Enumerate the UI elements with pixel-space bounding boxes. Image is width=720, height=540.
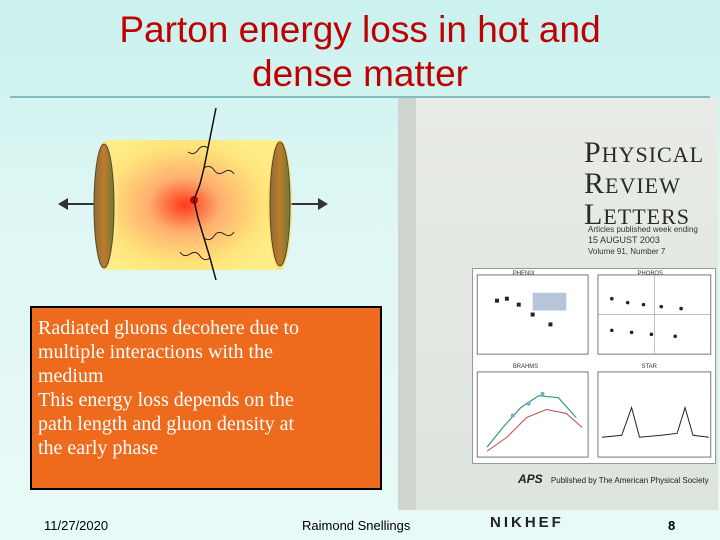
hot-medium	[106, 140, 280, 270]
radiated-gluon-1	[203, 165, 235, 175]
nucleus-left	[93, 143, 115, 269]
panel-label-phenix: PHENIX	[513, 271, 535, 277]
explanation-line: This energy loss depends on the	[38, 389, 294, 411]
explanation-line: the early phase	[38, 437, 158, 459]
panel-brahms	[476, 371, 589, 458]
title-divider	[10, 96, 710, 98]
slide-title-line-1: Parton energy loss in hot and	[119, 9, 601, 50]
footer-date: 11/27/2020	[44, 518, 109, 533]
panel-label-star: STAR	[642, 364, 657, 370]
nikhef-logo: NIKHEF	[490, 514, 564, 531]
beam-axis-left	[68, 203, 108, 205]
journal-cover-image: PHYSICAL REVIEW LETTERS Articles publish…	[398, 98, 718, 510]
cover-figure-panels: PHENIX PHOBOS BRAHMS STAR	[472, 268, 716, 464]
beam-arrow-right-icon	[318, 198, 328, 210]
parton-energy-loss-diagram	[58, 107, 328, 281]
panel-brahms-curve	[486, 395, 577, 448]
panel-phenix-points	[495, 296, 553, 327]
panel-star	[597, 371, 712, 458]
footer-author: Raimond Snellings	[302, 518, 411, 533]
journal-title: PHYSICAL REVIEW LETTERS	[584, 136, 705, 231]
panel-label-brahms: BRAHMS	[513, 364, 538, 370]
journal-publisher: APS Published by The American Physical S…	[518, 472, 709, 486]
explanation-line: medium	[38, 365, 104, 387]
parton-jet-up	[193, 107, 217, 201]
panel-phenix-band	[532, 292, 567, 311]
explanation-line: path length and gluon density at	[38, 413, 295, 435]
panel-star-curve	[601, 405, 709, 438]
explanation-line: multiple interactions with the	[38, 341, 273, 363]
aps-logo: APS	[518, 472, 543, 486]
page-number: 8	[668, 518, 676, 533]
beam-axis-right	[278, 203, 318, 205]
explanation-line: Radiated gluons decohere due to	[38, 317, 300, 339]
journal-issue-info: Articles published week ending 15 AUGUST…	[588, 225, 698, 256]
radiated-gluon-2	[187, 145, 209, 155]
panel-phobos-points	[610, 296, 683, 339]
radiated-gluon-3	[203, 231, 235, 241]
nucleus-right	[269, 141, 291, 267]
slide-title-line-2: dense matter	[252, 53, 468, 94]
explanation-textbox: Radiated gluons decohere due to multiple…	[30, 306, 382, 490]
beam-arrow-left-icon	[58, 198, 68, 210]
radiated-gluon-4	[179, 251, 211, 261]
panel-label-phobos: PHOBOS	[638, 271, 663, 277]
cover-spine	[398, 98, 416, 510]
panel-brahms-curve-2	[486, 409, 583, 452]
panel-brahms-points	[510, 391, 545, 418]
slide-title: Parton energy loss in hot and dense matt…	[0, 8, 720, 96]
